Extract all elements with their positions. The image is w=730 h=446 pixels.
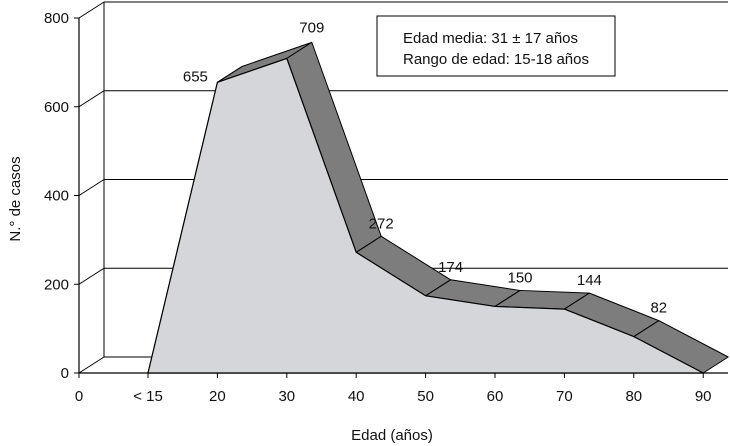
gridline bbox=[78, 1, 728, 19]
data-labels: 655 709 272 174 150 144 82 bbox=[183, 19, 667, 316]
x-tick-label: 40 bbox=[348, 388, 365, 405]
x-tick-label: < 15 bbox=[133, 388, 163, 405]
x-tick-label: 0 bbox=[75, 388, 83, 405]
info-line-age-range: Rango de edad: 15-18 años bbox=[403, 51, 589, 68]
x-tick-label: 30 bbox=[278, 388, 295, 405]
data-label: 82 bbox=[650, 300, 667, 317]
x-tick-label: 60 bbox=[487, 388, 504, 405]
y-tick-label: 200 bbox=[44, 276, 69, 293]
area-series bbox=[147, 41, 729, 374]
area-front-face bbox=[147, 57, 704, 374]
info-box-frame bbox=[376, 15, 616, 77]
data-label: 709 bbox=[299, 19, 324, 36]
info-line-mean-age: Edad media: 31 ± 17 años bbox=[403, 30, 578, 47]
y-tick-label: 600 bbox=[44, 99, 69, 116]
data-label: 144 bbox=[577, 272, 602, 289]
tick-labels: 0 200 400 600 800 0 < 15 20 30 40 50 60 70 80 90 bbox=[44, 10, 712, 405]
x-tick-label: 70 bbox=[556, 388, 573, 405]
x-tick-label: 80 bbox=[625, 388, 642, 405]
x-tick-label: 90 bbox=[695, 388, 712, 405]
gridline bbox=[78, 90, 728, 108]
gridline bbox=[78, 179, 728, 196]
x-tick-label: 20 bbox=[209, 388, 226, 405]
info-box: Edad media: 31 ± 17 años Rango de edad: … bbox=[376, 15, 616, 77]
data-label: 174 bbox=[438, 259, 463, 276]
y-tick-label: 800 bbox=[44, 10, 69, 27]
y-tick-label: 0 bbox=[61, 365, 69, 382]
data-label: 655 bbox=[183, 68, 208, 85]
data-label: 150 bbox=[507, 269, 532, 286]
y-axis-title: N.° de casos bbox=[7, 156, 24, 241]
x-tick-label: 50 bbox=[417, 388, 434, 405]
gridline bbox=[78, 356, 105, 374]
x-axis-title: Edad (años) bbox=[351, 427, 433, 444]
y-tick-label: 400 bbox=[44, 188, 69, 205]
data-label: 272 bbox=[369, 215, 394, 232]
